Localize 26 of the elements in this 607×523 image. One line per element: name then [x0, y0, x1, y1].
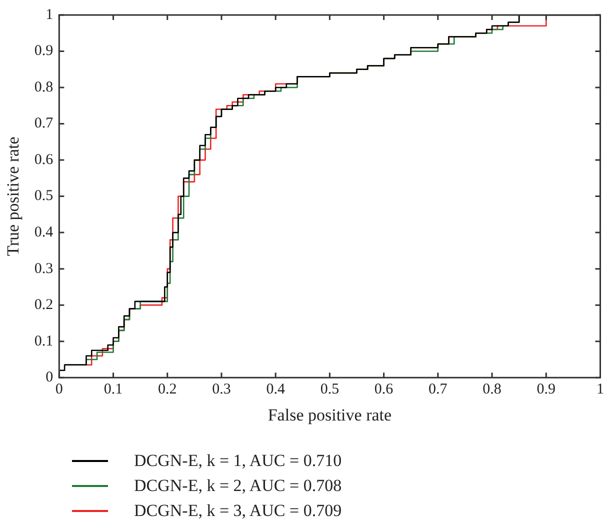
- x-tick-label: 0.5: [320, 382, 340, 398]
- y-tick-label: 1: [46, 6, 54, 23]
- y-axis-title: True positive rate: [4, 136, 23, 256]
- y-tick-label: 0.1: [34, 333, 54, 350]
- y-tick-label: 0: [46, 370, 54, 386]
- y-tick-label: 0.8: [34, 79, 54, 96]
- x-tick-label: 0.1: [104, 382, 123, 398]
- legend-label: DCGN-E, k = 3, AUC = 0.709: [134, 500, 342, 520]
- y-tick-label: 0.7: [34, 116, 54, 132]
- y-tick-label: 0.6: [34, 152, 54, 168]
- x-tick-label: 0.7: [428, 382, 448, 398]
- x-tick-label: 0.8: [482, 382, 502, 398]
- legend-label: DCGN-E, k = 1, AUC = 0.710: [134, 450, 342, 470]
- legend-label: DCGN-E, k = 2, AUC = 0.708: [134, 476, 342, 496]
- y-tick-label: 0.3: [34, 260, 54, 277]
- x-axis-title: False positive rate: [268, 405, 392, 424]
- y-tick-label: 0.4: [34, 224, 54, 240]
- x-tick-label: 0.9: [536, 382, 556, 398]
- y-tick-label: 0.5: [34, 188, 54, 204]
- y-tick-label: 0.9: [34, 43, 54, 60]
- y-tick-label: 0.2: [34, 297, 54, 314]
- x-tick-label: 0.3: [212, 382, 231, 398]
- x-tick-label: 0.2: [158, 382, 177, 398]
- x-tick-label: 1: [596, 382, 604, 398]
- x-tick-label: 0.4: [266, 382, 286, 398]
- x-tick-label: 0.6: [374, 382, 394, 398]
